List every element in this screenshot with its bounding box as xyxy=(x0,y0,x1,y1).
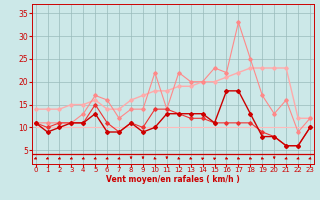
X-axis label: Vent moyen/en rafales ( km/h ): Vent moyen/en rafales ( km/h ) xyxy=(106,175,240,184)
